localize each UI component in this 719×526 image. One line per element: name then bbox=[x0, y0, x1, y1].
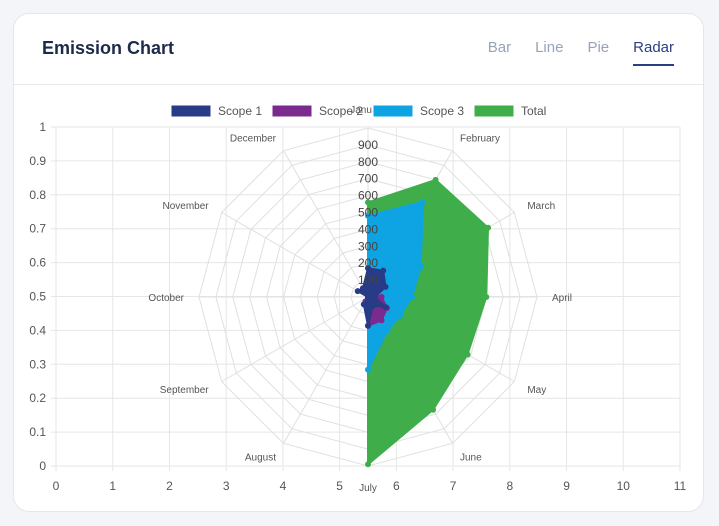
y-tick-label: 0.4 bbox=[29, 323, 46, 337]
data-point bbox=[371, 294, 378, 300]
data-point bbox=[382, 304, 389, 311]
legend-label: Scope 2 bbox=[319, 104, 363, 118]
y-tick-label: 1 bbox=[39, 120, 46, 134]
y-tick-label: 0.6 bbox=[29, 256, 46, 270]
data-point bbox=[432, 176, 439, 183]
x-tick-label: 8 bbox=[506, 479, 513, 493]
x-tick-label: 2 bbox=[166, 479, 173, 493]
data-point bbox=[464, 351, 471, 358]
x-tick-label: 6 bbox=[393, 479, 400, 493]
x-tick-label: 7 bbox=[450, 479, 457, 493]
card-title: Emission Chart bbox=[42, 38, 175, 58]
radial-tick-label: 200 bbox=[358, 256, 378, 270]
x-tick-label: 4 bbox=[280, 479, 287, 493]
y-tick-label: 0.7 bbox=[29, 222, 46, 236]
data-point bbox=[365, 366, 371, 373]
radial-tick-label: 600 bbox=[358, 189, 378, 203]
radar-spoke bbox=[221, 212, 369, 298]
data-point bbox=[365, 199, 371, 206]
data-point bbox=[380, 267, 387, 274]
data-point bbox=[365, 461, 371, 468]
x-tick-label: 10 bbox=[617, 479, 631, 493]
x-tick-label: 3 bbox=[223, 479, 230, 493]
data-point bbox=[360, 301, 367, 308]
y-tick-label: 0.8 bbox=[29, 188, 46, 202]
x-tick-label: 0 bbox=[53, 479, 60, 493]
data-point bbox=[378, 317, 385, 324]
data-point bbox=[359, 285, 366, 292]
radar-spoke bbox=[283, 150, 369, 298]
legend-label: Total bbox=[521, 104, 546, 118]
tab-pie[interactable]: Pie bbox=[587, 39, 610, 56]
x-tick-label: 11 bbox=[674, 479, 687, 493]
category-label: January bbox=[350, 105, 386, 116]
data-point bbox=[408, 294, 415, 300]
chart-type-tabs: Bar Line Pie Radar bbox=[464, 39, 674, 66]
data-point bbox=[397, 312, 404, 319]
tab-line[interactable]: Line bbox=[535, 39, 564, 56]
y-tick-label: 0.2 bbox=[29, 391, 46, 405]
tab-radar[interactable]: Radar bbox=[633, 39, 674, 66]
radial-tick-label: 100 bbox=[358, 273, 378, 287]
y-tick-label: 0.1 bbox=[29, 425, 46, 439]
category-label: February bbox=[460, 134, 500, 145]
data-point bbox=[365, 265, 371, 272]
y-tick-label: 0.5 bbox=[29, 290, 46, 304]
legend-label: Scope 3 bbox=[420, 104, 464, 118]
y-tick-label: 0.3 bbox=[29, 357, 46, 371]
legend-swatch bbox=[170, 104, 212, 118]
data-point bbox=[417, 263, 424, 270]
category-label: March bbox=[527, 201, 555, 212]
radial-tick-label: 900 bbox=[358, 138, 378, 152]
radial-tick-label: 300 bbox=[358, 239, 378, 253]
category-label: August bbox=[245, 452, 276, 463]
category-label: November bbox=[163, 201, 210, 212]
data-point bbox=[378, 294, 385, 300]
category-label: April bbox=[552, 293, 572, 304]
x-tick-label: 9 bbox=[563, 479, 570, 493]
radial-tick-label: 500 bbox=[358, 206, 378, 220]
data-point bbox=[419, 198, 426, 205]
data-point bbox=[365, 212, 371, 219]
category-label: September bbox=[160, 385, 210, 396]
data-point bbox=[354, 288, 361, 295]
data-point bbox=[365, 294, 371, 300]
radial-tick-label: 800 bbox=[358, 155, 378, 169]
category-label: May bbox=[527, 385, 546, 396]
y-tick-label: 0 bbox=[39, 459, 46, 473]
legend-swatch bbox=[271, 104, 313, 118]
radar-spoke bbox=[221, 296, 369, 382]
tab-bar[interactable]: Bar bbox=[487, 39, 512, 56]
legend-label: Scope 1 bbox=[218, 104, 262, 118]
data-point bbox=[365, 322, 371, 329]
category-label: December bbox=[230, 134, 277, 145]
radial-tick-label: 400 bbox=[358, 222, 378, 236]
data-point bbox=[430, 406, 437, 413]
y-tick-label: 0.9 bbox=[29, 154, 46, 168]
x-tick-label: 5 bbox=[336, 479, 343, 493]
radial-tick-label: 700 bbox=[358, 172, 378, 186]
data-point bbox=[483, 294, 490, 300]
legend-swatch bbox=[473, 104, 515, 118]
data-point bbox=[384, 327, 391, 334]
card-header: Emission Chart Bar Line Pie Radar bbox=[14, 14, 703, 85]
radar-spoke bbox=[283, 296, 369, 444]
x-tick-label: 1 bbox=[109, 479, 116, 493]
data-point bbox=[370, 302, 377, 309]
legend-swatch bbox=[372, 104, 414, 118]
category-label: June bbox=[460, 452, 482, 463]
category-label: October bbox=[148, 293, 184, 304]
data-point bbox=[485, 224, 492, 231]
data-point bbox=[382, 283, 389, 290]
category-label: July bbox=[359, 483, 377, 494]
